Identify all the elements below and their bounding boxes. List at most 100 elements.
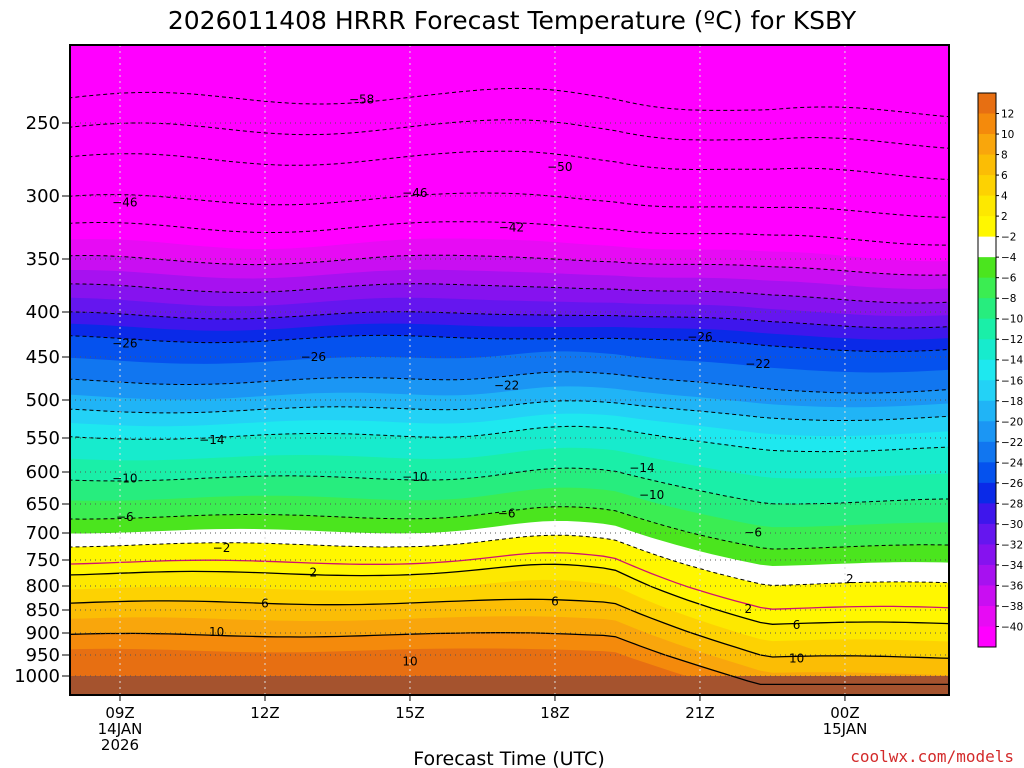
legend-label: 10 — [1001, 129, 1014, 141]
plot-frame — [69, 44, 950, 696]
pressure-tick-label: 600 — [26, 462, 60, 483]
isotherm-label: −50 — [547, 160, 572, 174]
legend-label: −30 — [1001, 519, 1023, 531]
time-tick-label: 15Z — [395, 704, 424, 722]
isotherm-label: −10 — [112, 471, 137, 485]
legend-label: −4 — [1001, 252, 1017, 264]
pressure-tick-label: 700 — [26, 523, 60, 544]
isotherm-label: −14 — [199, 433, 224, 447]
temperature-color-bands — [70, 238, 949, 695]
x-axis-label: Forecast Time (UTC) — [413, 748, 604, 768]
time-tick-label: 2026 — [101, 736, 139, 754]
legend-swatch — [978, 564, 996, 586]
legend-swatch — [978, 503, 996, 525]
isotherm-label: −26 — [112, 337, 137, 351]
isotherm-labels: −58−50−46−46−42−26−26−26−22−22−14−14−10−… — [112, 93, 854, 669]
isotherm-line — [70, 283, 949, 304]
isotherm-line — [70, 400, 949, 421]
isotherm-line — [70, 254, 949, 276]
legend-swatch — [978, 626, 996, 648]
legend-swatch — [978, 195, 996, 217]
legend-label: −26 — [1001, 478, 1023, 490]
legend-swatch — [978, 134, 996, 156]
isotherm-line — [70, 192, 949, 218]
pressure-tick-label: 250 — [26, 113, 60, 134]
legend-label: 12 — [1001, 109, 1014, 121]
ground-below-surface — [70, 676, 949, 695]
isotherm-line — [70, 221, 949, 246]
legend-label: −14 — [1001, 355, 1023, 367]
isotherm-line — [70, 598, 949, 659]
pressure-tick-label: 850 — [26, 600, 60, 621]
legend-swatch — [978, 605, 996, 627]
legend-label: −34 — [1001, 560, 1023, 572]
pressure-axis: 2503003504004505005506006507007508008509… — [14, 113, 70, 687]
isotherm-line — [70, 311, 949, 329]
isotherm-label: 6 — [261, 596, 269, 610]
legend-label: −12 — [1001, 334, 1023, 346]
legend-swatch — [978, 482, 996, 504]
isotherm-label: −10 — [639, 488, 664, 502]
isotherm-label: −6 — [744, 525, 762, 539]
legend-label: −10 — [1001, 314, 1023, 326]
pressure-tick-label: 650 — [26, 494, 60, 515]
isotherm-label: −14 — [629, 461, 654, 475]
legend-swatch — [978, 523, 996, 545]
isotherm-line — [70, 563, 949, 625]
legend-swatch — [978, 421, 996, 443]
isotherm-label: 2 — [309, 565, 317, 579]
credit-link[interactable]: coolwx.com/models — [850, 747, 1014, 766]
pressure-tick-label: 1000 — [14, 666, 60, 687]
legend-label: −40 — [1001, 621, 1023, 633]
legend-swatch — [978, 216, 996, 238]
pressure-tick-label: 300 — [26, 186, 60, 207]
isotherm-label: −6 — [116, 510, 134, 524]
pressure-tick-label: 450 — [26, 347, 60, 368]
isotherm-contours — [70, 87, 949, 686]
isotherm-label: 10 — [789, 651, 804, 665]
pressure-tick-label: 750 — [26, 550, 60, 571]
legend-frame — [977, 92, 997, 648]
time-tick-label: 12Z — [250, 704, 279, 722]
isotherm-label: 10 — [402, 655, 417, 669]
time-tick-label: 09Z — [105, 704, 134, 722]
isotherm-label: −26 — [301, 350, 326, 364]
legend-label: −18 — [1001, 396, 1023, 408]
time-tick-label: 14JAN — [98, 720, 143, 738]
isotherm-label: 10 — [209, 625, 224, 639]
legend-label: −38 — [1001, 601, 1023, 613]
isotherm-label: −6 — [498, 506, 516, 520]
isotherm-label: 6 — [793, 618, 801, 632]
isotherm-label: −22 — [745, 357, 770, 371]
isotherm-label: −42 — [499, 221, 524, 235]
legend-label: −32 — [1001, 539, 1023, 551]
legend-label: −24 — [1001, 457, 1023, 469]
pressure-tick-label: 900 — [26, 623, 60, 644]
color-legend: 12 10 8 6 4 2 −2 −4 −6 −8 −10 −12 −14 −16 −18 −20 −22 −24… — [977, 92, 1023, 648]
legend-label: −36 — [1001, 580, 1023, 592]
legend-swatch — [978, 318, 996, 340]
isotherm-label: 2 — [846, 572, 854, 586]
time-tick-label: 21Z — [685, 704, 714, 722]
isotherm-label: 6 — [551, 594, 559, 608]
legend-swatch — [978, 113, 996, 135]
pressure-tick-label: 350 — [26, 249, 60, 270]
pressure-tick-label: 550 — [26, 428, 60, 449]
isotherm-label: −46 — [402, 186, 427, 200]
legend-swatch — [978, 236, 996, 258]
legend-swatch — [978, 175, 996, 197]
legend-swatch — [978, 93, 996, 115]
isotherm-label: −58 — [349, 93, 374, 107]
legend-label: −8 — [1001, 293, 1016, 305]
legend-swatch — [978, 441, 996, 463]
isotherm-label: −22 — [494, 378, 519, 392]
isotherm-line — [70, 506, 949, 550]
isotherm-label: −26 — [687, 330, 712, 344]
isotherm-line — [70, 534, 949, 587]
legend-swatch — [978, 359, 996, 381]
isotherm-label: 2 — [744, 602, 752, 616]
legend-swatch — [978, 585, 996, 607]
chart-title: 2026011408 HRRR Forecast Temperature (ºC… — [168, 6, 857, 35]
